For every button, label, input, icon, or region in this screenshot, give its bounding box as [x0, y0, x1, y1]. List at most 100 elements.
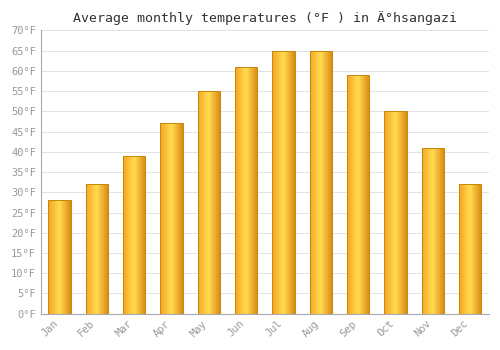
Bar	[389, 111, 390, 314]
Bar	[403, 111, 404, 314]
Bar	[254, 67, 255, 314]
Bar	[59, 201, 60, 314]
Bar	[132, 156, 133, 314]
Bar	[105, 184, 106, 314]
Bar	[433, 148, 434, 314]
Bar	[426, 148, 427, 314]
Bar	[466, 184, 467, 314]
Bar	[321, 51, 322, 314]
Bar	[94, 184, 96, 314]
Bar	[368, 75, 370, 314]
Bar	[391, 111, 392, 314]
Bar	[367, 75, 368, 314]
Bar	[99, 184, 100, 314]
Bar	[282, 51, 283, 314]
Bar	[479, 184, 480, 314]
Bar	[402, 111, 403, 314]
Bar	[50, 201, 51, 314]
Bar	[472, 184, 473, 314]
Bar	[310, 51, 311, 314]
Bar	[129, 156, 130, 314]
Bar	[92, 184, 93, 314]
Bar	[198, 91, 199, 314]
Bar	[292, 51, 294, 314]
Bar	[473, 184, 474, 314]
Bar	[439, 148, 440, 314]
Bar	[291, 51, 292, 314]
Bar	[177, 124, 178, 314]
Bar	[48, 201, 49, 314]
Bar	[127, 156, 128, 314]
Bar	[166, 124, 167, 314]
Bar	[347, 75, 348, 314]
Bar	[434, 148, 435, 314]
Bar	[241, 67, 242, 314]
Bar	[123, 156, 146, 314]
Bar	[280, 51, 281, 314]
Bar	[394, 111, 395, 314]
Bar	[401, 111, 402, 314]
Bar	[465, 184, 466, 314]
Bar	[384, 111, 407, 314]
Bar	[208, 91, 209, 314]
Bar	[172, 124, 173, 314]
Bar	[96, 184, 97, 314]
Bar	[174, 124, 176, 314]
Bar	[462, 184, 463, 314]
Bar	[284, 51, 285, 314]
Bar	[350, 75, 351, 314]
Bar	[316, 51, 317, 314]
Bar	[97, 184, 98, 314]
Bar	[106, 184, 108, 314]
Title: Average monthly temperatures (°F ) in Ä°hsangazi: Average monthly temperatures (°F ) in Ä°…	[73, 11, 457, 25]
Bar	[130, 156, 132, 314]
Bar	[438, 148, 439, 314]
Bar	[128, 156, 129, 314]
Bar	[384, 111, 385, 314]
Bar	[212, 91, 214, 314]
Bar	[123, 156, 124, 314]
Bar	[468, 184, 469, 314]
Bar	[102, 184, 103, 314]
Bar	[216, 91, 217, 314]
Bar	[354, 75, 356, 314]
Bar	[250, 67, 252, 314]
Bar	[240, 67, 241, 314]
Bar	[255, 67, 256, 314]
Bar	[347, 75, 370, 314]
Bar	[326, 51, 327, 314]
Bar	[429, 148, 430, 314]
Bar	[65, 201, 66, 314]
Bar	[324, 51, 326, 314]
Bar	[459, 184, 460, 314]
Bar	[318, 51, 320, 314]
Bar	[238, 67, 239, 314]
Bar	[206, 91, 208, 314]
Bar	[244, 67, 245, 314]
Bar	[423, 148, 424, 314]
Bar	[93, 184, 94, 314]
Bar	[182, 124, 183, 314]
Bar	[135, 156, 136, 314]
Bar	[422, 148, 444, 314]
Bar	[279, 51, 280, 314]
Bar	[98, 184, 99, 314]
Bar	[200, 91, 202, 314]
Bar	[218, 91, 220, 314]
Bar	[142, 156, 143, 314]
Bar	[459, 184, 481, 314]
Bar	[460, 184, 462, 314]
Bar	[476, 184, 477, 314]
Bar	[141, 156, 142, 314]
Bar	[86, 184, 108, 314]
Bar	[61, 201, 62, 314]
Bar	[311, 51, 312, 314]
Bar	[171, 124, 172, 314]
Bar	[124, 156, 126, 314]
Bar	[49, 201, 50, 314]
Bar	[442, 148, 444, 314]
Bar	[138, 156, 139, 314]
Bar	[48, 201, 71, 314]
Bar	[352, 75, 353, 314]
Bar	[440, 148, 441, 314]
